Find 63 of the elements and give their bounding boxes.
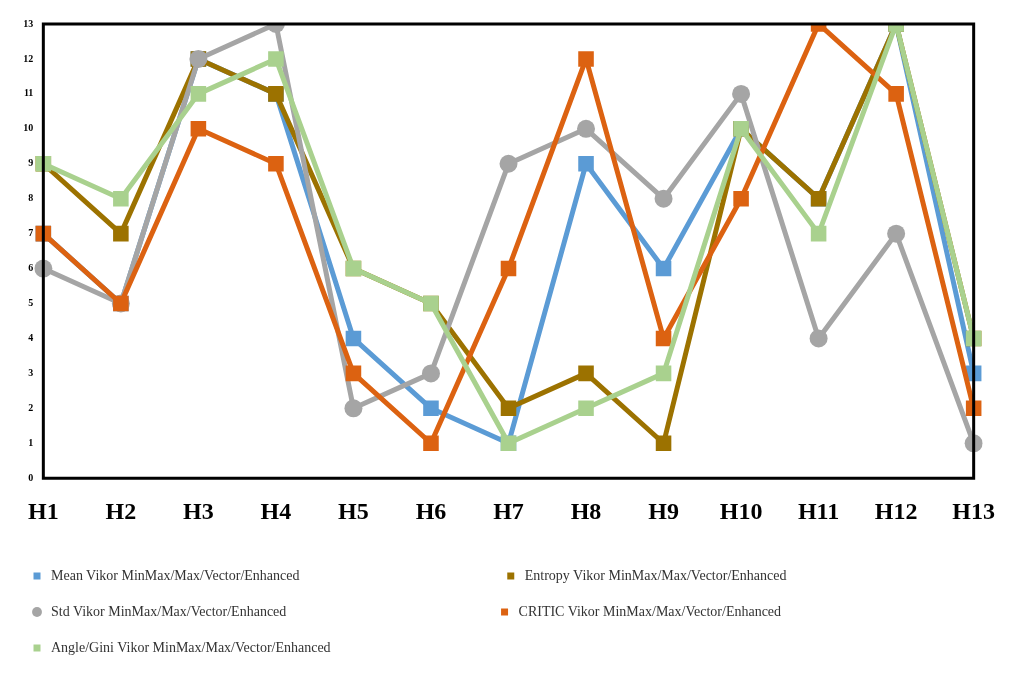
y-tick-label: 3 <box>28 366 34 378</box>
y-tick-label: 7 <box>28 227 34 239</box>
x-tick-label: H10 <box>719 497 763 524</box>
y-tick-label: 11 <box>23 87 34 99</box>
x-tick-label: H13 <box>952 497 995 524</box>
x-tick-label: H7 <box>493 497 524 524</box>
y-tick-label: 12 <box>23 52 34 64</box>
point <box>190 121 207 137</box>
y-tick-label: 1 <box>28 436 34 448</box>
x-tick-label: H6 <box>415 497 447 524</box>
point <box>809 329 828 348</box>
point <box>344 399 363 418</box>
y-tick-label: 2 <box>28 401 34 413</box>
point <box>499 154 518 173</box>
y-tick-label: 13 <box>23 17 34 29</box>
point <box>888 86 904 102</box>
point <box>732 84 751 103</box>
point <box>190 86 207 102</box>
point <box>887 224 906 243</box>
point <box>733 190 749 207</box>
legend-label: Std Vikor MinMax/Max/Vector/Enhanced <box>51 603 476 619</box>
legend-label: CRITIC Vikor MinMax/Max/Vector/Enhanced <box>518 603 950 619</box>
x-tick-label: H12 <box>874 497 918 524</box>
point <box>578 155 594 172</box>
x-tick-label: H1 <box>28 497 59 524</box>
point <box>810 225 827 242</box>
x-tick-label: H3 <box>183 497 214 524</box>
x-tick-label: H8 <box>570 497 602 524</box>
x-tick-label: H11 <box>797 497 840 524</box>
y-tick-label: 9 <box>28 157 34 169</box>
point <box>577 119 596 138</box>
point <box>655 330 672 347</box>
point <box>113 225 129 242</box>
point <box>113 190 129 207</box>
x-tick-label: H5 <box>338 497 369 524</box>
point <box>268 51 284 67</box>
x-tick-label: H2 <box>105 497 137 524</box>
y-tick-label: 4 <box>28 332 34 344</box>
point <box>421 364 440 383</box>
y-tick-label: 5 <box>28 297 34 309</box>
y-tick-label: 0 <box>28 471 34 483</box>
point <box>268 155 284 172</box>
point <box>500 260 517 277</box>
point <box>578 365 594 382</box>
point <box>345 330 362 347</box>
point <box>655 260 672 277</box>
point <box>423 400 439 417</box>
point <box>654 189 673 208</box>
point <box>578 51 594 67</box>
legend-label: Mean Vikor MinMax/Max/Vector/Enhanced <box>51 567 482 583</box>
point <box>655 365 672 382</box>
y-tick-label: 8 <box>28 192 34 204</box>
y-tick-label: 10 <box>23 122 34 134</box>
legend-label: Angle/Gini Vikor MinMax/Max/Vector/Enhanced <box>51 639 471 655</box>
legend-label: Entropy Vikor MinMax/Max/Vector/Enhanced <box>524 567 948 583</box>
x-tick-label: H4 <box>260 497 292 524</box>
point <box>345 365 362 382</box>
point <box>423 435 439 452</box>
y-tick-label: 6 <box>28 262 34 274</box>
point <box>578 400 594 417</box>
point <box>500 400 517 417</box>
x-tick-label: H9 <box>648 497 679 524</box>
point <box>655 435 672 452</box>
